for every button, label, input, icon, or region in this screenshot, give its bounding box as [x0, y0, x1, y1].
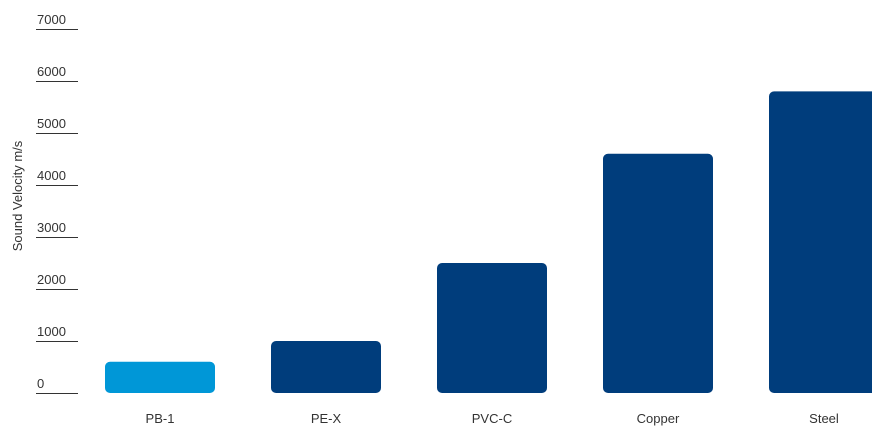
y-tick-label: 3000 — [37, 220, 66, 235]
y-axis: 0 1000 2000 3000 4000 5000 6000 7000 — [36, 12, 78, 394]
y-tick-label: 7000 — [37, 12, 66, 27]
bar-copper — [603, 153, 713, 393]
x-tick-label: Steel — [809, 411, 839, 426]
y-tick-label: 6000 — [37, 64, 66, 79]
x-tick-label: PB-1 — [146, 411, 175, 426]
y-tick-label: 4000 — [37, 168, 66, 183]
x-tick-label: PE-X — [311, 411, 342, 426]
bar-steel — [769, 91, 872, 393]
bars — [105, 91, 872, 393]
y-tick-label: 0 — [37, 376, 44, 391]
bar-pvc-c — [437, 263, 547, 393]
x-tick-label: Copper — [637, 411, 680, 426]
y-axis-title: Sound Velocity m/s — [10, 140, 25, 251]
y-tick-label: 2000 — [37, 272, 66, 287]
x-axis: PB-1 PE-X PVC-C Copper Steel — [146, 411, 839, 426]
bar-pe-x — [271, 341, 381, 393]
x-tick-label: PVC-C — [472, 411, 512, 426]
y-tick-label: 5000 — [37, 116, 66, 131]
bar-pb-1 — [105, 361, 215, 393]
y-tick-label: 1000 — [37, 324, 66, 339]
